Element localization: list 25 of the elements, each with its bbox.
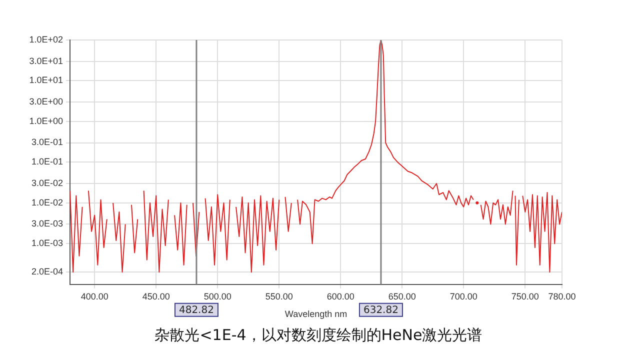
x-tick-label: 450.00 (142, 291, 170, 302)
x-tick-label: 550.00 (265, 291, 293, 302)
y-tick-label: 3.0E-03 (31, 218, 63, 229)
x-tick-label: 400.00 (80, 291, 108, 302)
y-tick-label: 1.0E+02 (29, 34, 63, 44)
y-tick-label: 3.0E+00 (29, 96, 63, 107)
x-tick-label: 780.00 (548, 291, 576, 302)
x-tick-label: 650.00 (388, 291, 416, 302)
y-tick-label: 3.0E+01 (29, 56, 63, 66)
y-tick-label: 1.0E-02 (31, 197, 63, 208)
y-tick-label: 2.0E-04 (31, 266, 63, 277)
ref-line-label: 632.82 (363, 304, 398, 316)
y-tick-label: 1.0E-01 (31, 156, 63, 167)
y-tick-label: 1.0E+00 (29, 116, 63, 126)
text: 杂散光<1E-4，以对数刻度绘制的HeNe激光光谱 (154, 326, 484, 345)
x-tick-label: 750.00 (511, 291, 539, 302)
y-tick-label: 1.0E+01 (29, 75, 63, 86)
y-tick-label: 1.0E-03 (31, 238, 63, 248)
y-tick-label: 3.0E-02 (31, 178, 63, 188)
ref-line-label: 482.82 (178, 304, 214, 316)
y-tick-label: 3.0E-01 (31, 137, 63, 148)
x-tick-label: 700.00 (450, 291, 478, 302)
x-tick-label: 600.00 (326, 291, 354, 302)
x-tick-label: 500.00 (204, 291, 232, 302)
x-axis-title: Wavelength nm (284, 309, 348, 320)
